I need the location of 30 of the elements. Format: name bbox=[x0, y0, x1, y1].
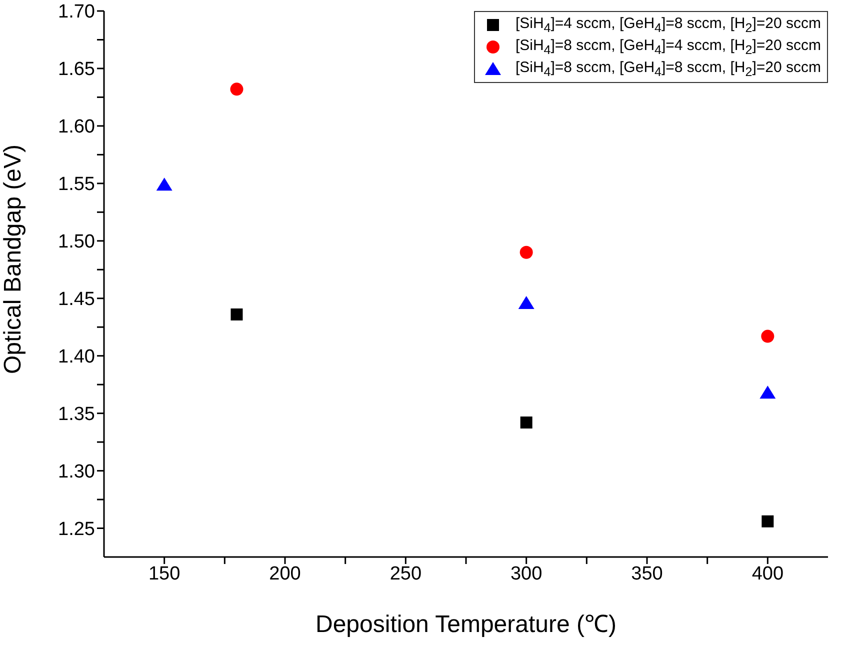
x-tick-label: 200 bbox=[269, 563, 301, 584]
y-tick-label: 1.60 bbox=[58, 116, 95, 138]
x-tick-label: 150 bbox=[148, 563, 180, 584]
point bbox=[520, 246, 533, 259]
point bbox=[760, 386, 776, 399]
y-tick-label: 1.50 bbox=[58, 232, 95, 253]
legend-label: [SiH$_{4}$]=8 sccm, [GeH$_{4}$]=8 sccm, [H$_{2}$]=20 sccm bbox=[515, 59, 821, 79]
point bbox=[518, 296, 534, 309]
x-tick-label: 350 bbox=[631, 563, 663, 584]
legend-label: [SiH$_{4}$]=4 sccm, [GeH$_{4}$]=8 sccm, [H$_{2}$]=20 sccm bbox=[515, 15, 821, 35]
y-tick-label: 1.30 bbox=[58, 462, 95, 483]
y-tick-label: 1.45 bbox=[58, 289, 95, 310]
y-tick-label: 1.70 bbox=[58, 2, 95, 23]
x-tick-label: 300 bbox=[510, 563, 542, 584]
point bbox=[230, 82, 244, 96]
point bbox=[762, 515, 774, 528]
point bbox=[761, 330, 774, 343]
y-tick-label: 1.25 bbox=[58, 519, 95, 540]
y-axis-title: Optical Bandgap (eV) bbox=[0, 144, 27, 374]
y-tick-label: 1.35 bbox=[58, 404, 95, 426]
legend-label: [SiH$_{4}$]=8 sccm, [GeH$_{4}$]=4 sccm, [H$_{2}$]=20 sccm bbox=[515, 37, 821, 57]
x-tick-label: 250 bbox=[390, 563, 422, 584]
point bbox=[230, 308, 243, 320]
y-tick-label: 1.65 bbox=[58, 59, 95, 80]
y-tick-label: 1.55 bbox=[58, 174, 95, 196]
x-axis-title: Deposition Temperature (℃) bbox=[315, 611, 617, 638]
point bbox=[520, 416, 532, 429]
y-tick-label: 1.40 bbox=[58, 346, 95, 368]
point bbox=[156, 178, 172, 191]
x-tick-label: 400 bbox=[752, 563, 784, 584]
